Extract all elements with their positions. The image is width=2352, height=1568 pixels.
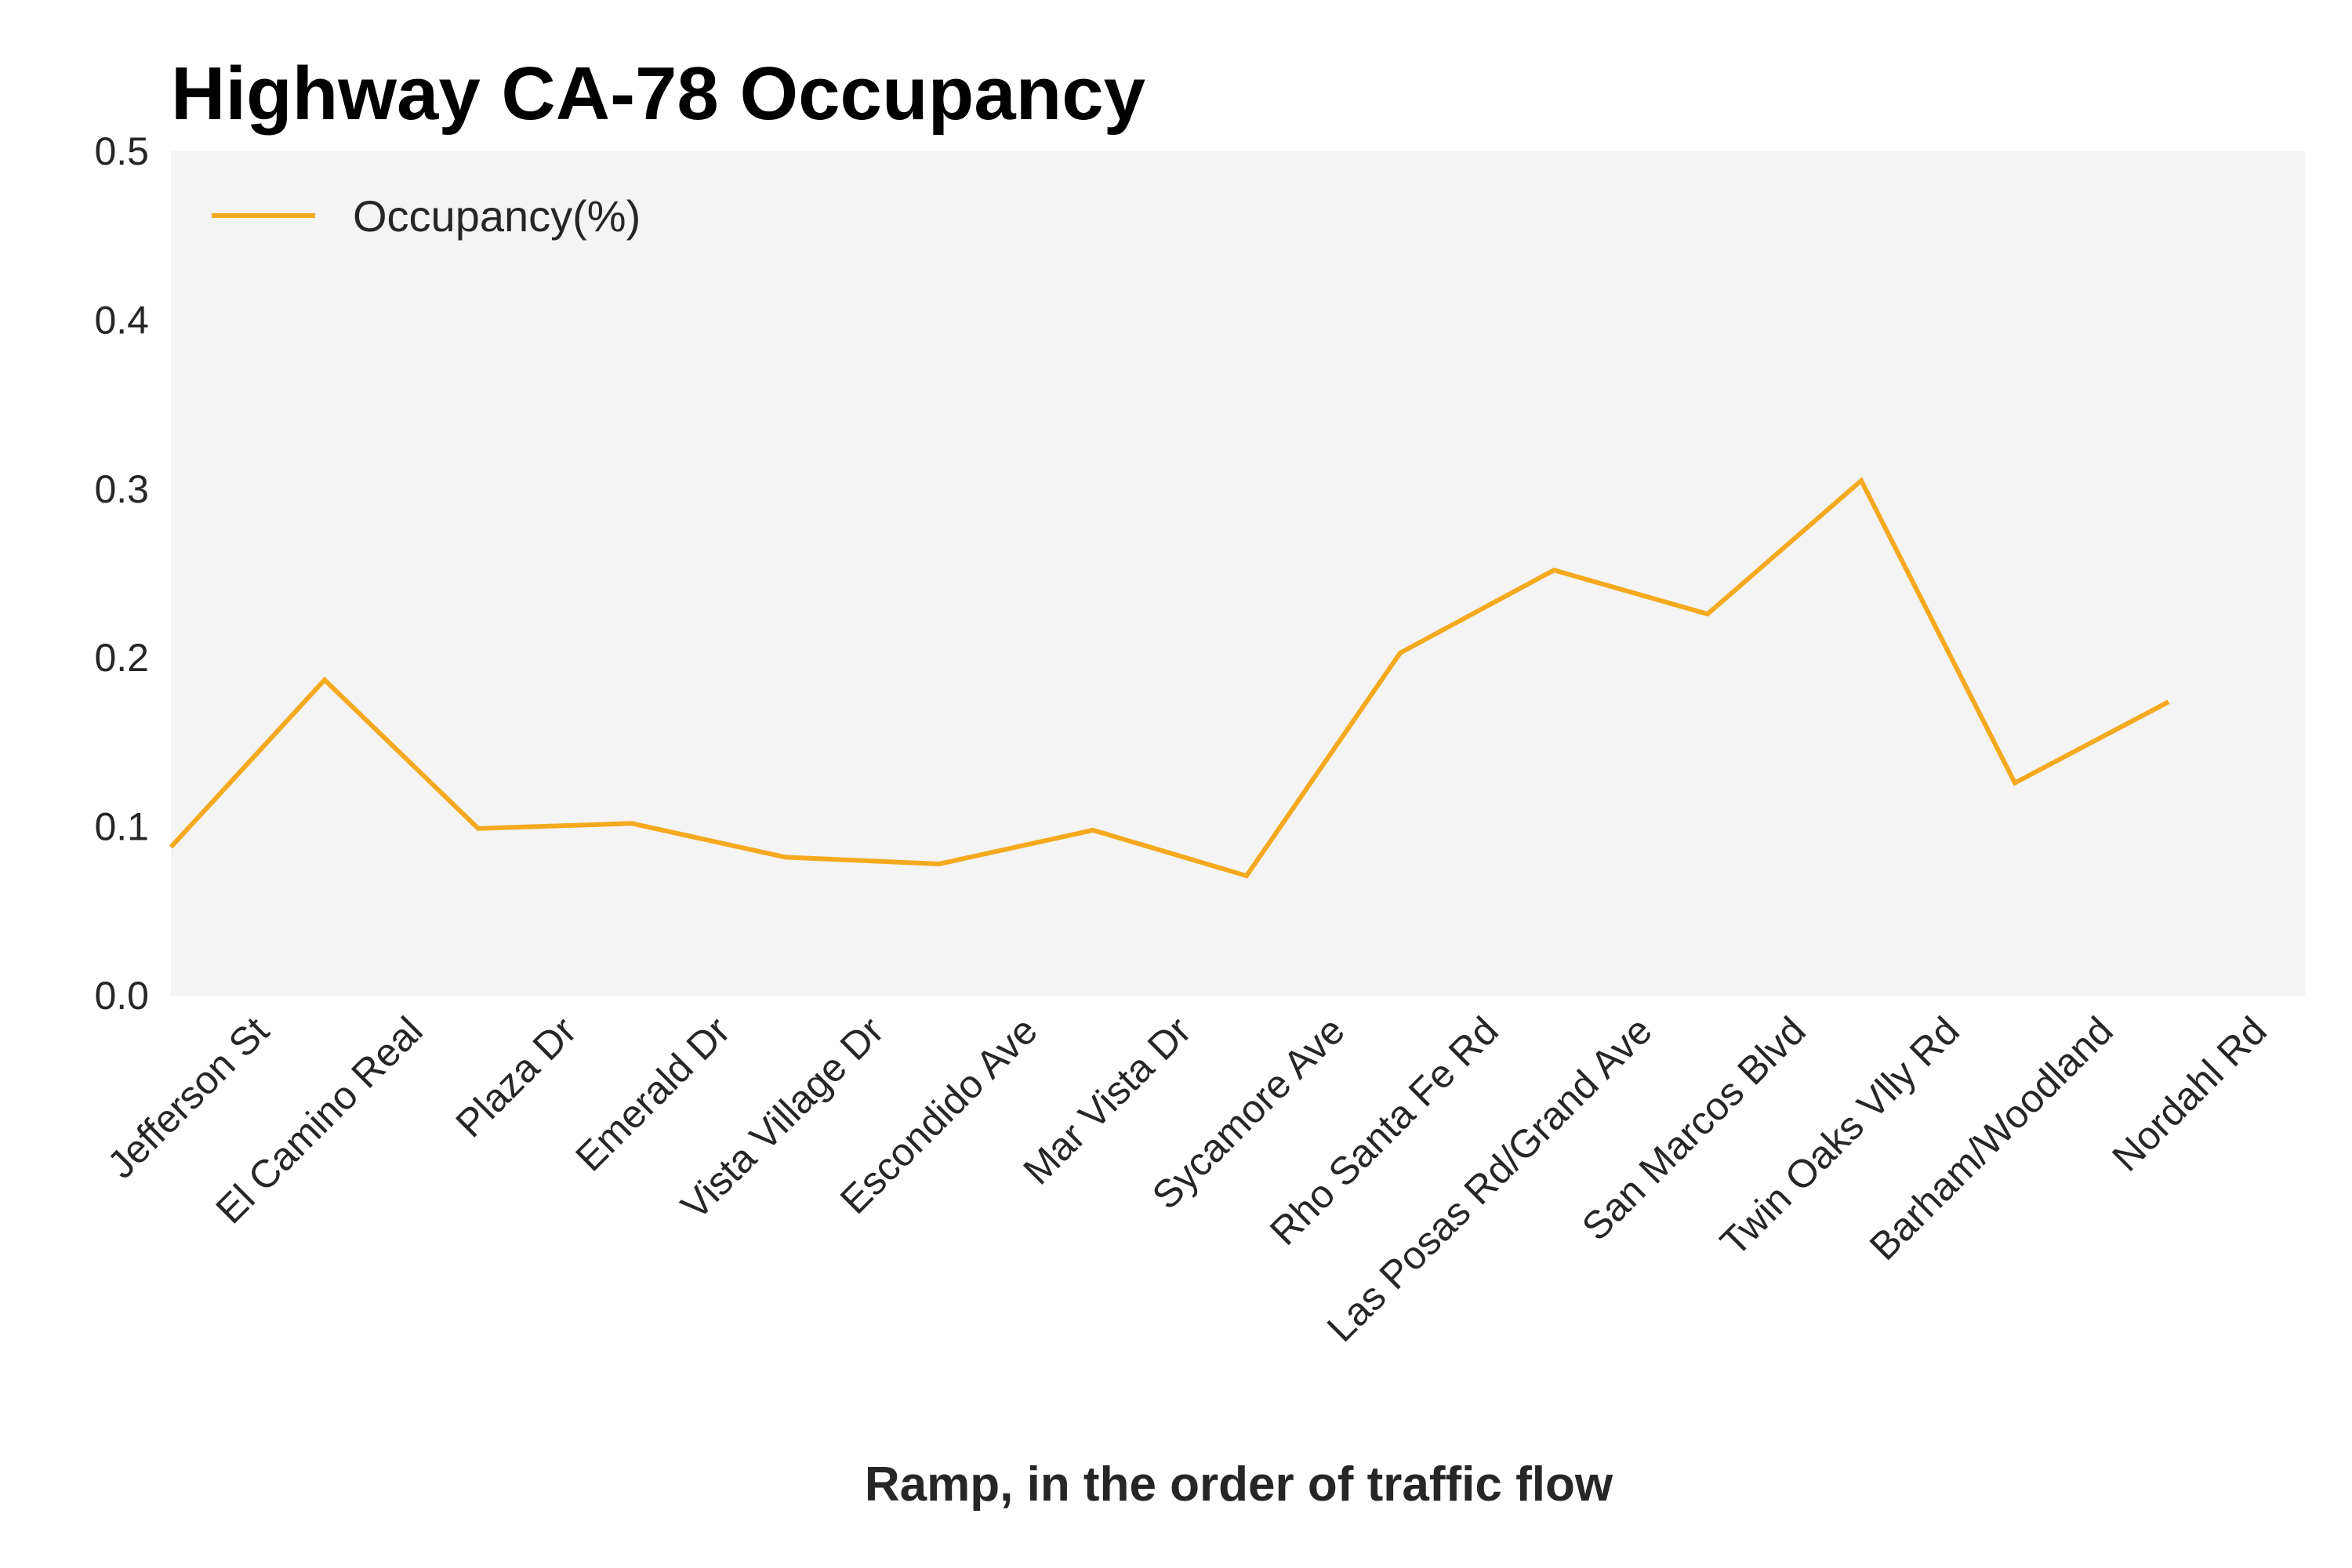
series-line (169, 477, 2170, 879)
series-layer (169, 477, 2170, 879)
x-tick-label: Las Posas Rd/Grand Ave (1319, 1008, 1661, 1350)
x-tick-label: Plaza Dr (448, 1008, 585, 1145)
plot-background (171, 151, 2305, 996)
y-tick-label: 0.0 (94, 974, 149, 1018)
y-tick-label: 0.1 (94, 805, 149, 849)
x-axis-title: Ramp, in the order of traffic flow (865, 1457, 1613, 1512)
y-tick-label: 0.4 (94, 298, 149, 342)
x-tick-label: Emerald Dr (567, 1008, 738, 1179)
y-tick-label: 0.3 (94, 467, 149, 511)
legend-label: Occupancy(%) (353, 191, 641, 241)
chart-title: Highway CA-78 Occupancy (171, 52, 1145, 136)
x-tick-label: Nordahl Rd (2103, 1008, 2274, 1179)
legend: Occupancy(%) (212, 191, 641, 241)
y-axis: 0.0 0.1 0.2 0.3 0.4 0.5 (94, 129, 149, 1018)
y-tick-label: 0.2 (94, 636, 149, 680)
y-tick-label: 0.5 (94, 129, 149, 173)
